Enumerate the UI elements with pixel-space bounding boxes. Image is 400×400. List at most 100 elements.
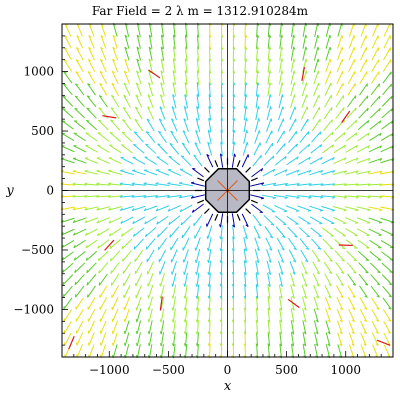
field-arrowhead bbox=[155, 208, 159, 212]
field-arrowhead bbox=[269, 236, 274, 239]
field-arrow bbox=[111, 70, 119, 85]
field-arrowhead bbox=[195, 130, 199, 133]
field-arrow bbox=[264, 226, 274, 239]
field-arrowhead bbox=[119, 207, 123, 211]
field-arrow bbox=[184, 34, 188, 49]
field-arrowhead bbox=[119, 195, 123, 198]
field-arrow bbox=[371, 320, 379, 334]
field-arrow bbox=[279, 320, 283, 335]
field-arrowhead bbox=[100, 58, 104, 62]
field-arrowhead bbox=[159, 106, 163, 109]
field-arrow bbox=[244, 308, 247, 323]
field-arrowhead bbox=[170, 130, 174, 133]
field-arrow bbox=[84, 206, 99, 211]
field-arrowhead bbox=[86, 119, 90, 122]
field-arrow bbox=[358, 273, 369, 286]
field-arrow bbox=[111, 285, 119, 298]
field-arrow bbox=[87, 285, 96, 298]
field-arrowhead bbox=[351, 343, 355, 347]
field-arrowhead bbox=[107, 194, 111, 198]
field-arrow bbox=[274, 169, 288, 177]
field-arrow bbox=[380, 217, 394, 223]
field-arrow bbox=[347, 71, 356, 84]
field-arrow bbox=[267, 46, 271, 61]
field-arrowhead bbox=[269, 46, 272, 50]
field-arrow bbox=[297, 205, 312, 212]
field-arrow bbox=[368, 206, 383, 211]
field-arrowhead bbox=[195, 307, 198, 311]
field-arrow bbox=[98, 119, 109, 131]
field-arrow bbox=[334, 239, 346, 249]
field-arrowhead bbox=[244, 248, 248, 252]
field-arrow bbox=[109, 144, 122, 154]
field-arrow bbox=[195, 130, 201, 144]
field-arrowhead bbox=[136, 58, 140, 62]
field-arrowhead bbox=[327, 331, 331, 335]
field-arrowhead bbox=[233, 94, 236, 98]
field-arrow bbox=[267, 320, 271, 335]
field-arrowhead bbox=[343, 196, 347, 199]
field-arrowhead bbox=[134, 118, 138, 122]
field-arrowhead bbox=[133, 143, 137, 146]
field-arrowhead bbox=[72, 194, 76, 198]
field-arrow bbox=[120, 183, 135, 186]
field-arrowhead bbox=[171, 283, 174, 287]
y-tick-label: 1000 bbox=[23, 65, 54, 79]
field-arrow bbox=[273, 194, 288, 198]
field-arrow bbox=[357, 132, 370, 142]
field-arrow bbox=[88, 23, 95, 37]
field-arrowhead bbox=[135, 331, 138, 335]
field-arrow bbox=[244, 320, 247, 335]
field-arrow bbox=[267, 332, 271, 347]
field-arrow bbox=[145, 227, 157, 238]
field-arrowhead bbox=[269, 58, 272, 62]
field-arrow bbox=[232, 129, 235, 144]
field-arrow bbox=[123, 285, 131, 299]
field-arrowhead bbox=[183, 283, 186, 287]
field-arrowhead bbox=[195, 319, 198, 323]
field-arrow bbox=[360, 35, 367, 49]
field-arrow bbox=[266, 118, 272, 132]
field-arrowhead bbox=[379, 209, 383, 212]
field-arrowhead bbox=[172, 70, 176, 74]
field-arrow bbox=[133, 131, 144, 143]
field-arrowhead bbox=[207, 295, 210, 299]
field-arrow bbox=[88, 332, 95, 346]
field-arrow bbox=[100, 344, 107, 358]
field-arrow bbox=[123, 94, 131, 108]
field-arrowhead bbox=[257, 236, 261, 239]
field-arrow bbox=[84, 217, 99, 224]
field-arrow bbox=[275, 143, 286, 155]
field-arrow bbox=[75, 71, 85, 84]
x-tick-label: −1000 bbox=[89, 363, 130, 377]
field-arrow bbox=[370, 285, 380, 298]
field-arrow bbox=[99, 297, 108, 310]
field-arrow bbox=[196, 296, 200, 311]
field-arrow bbox=[96, 195, 111, 198]
field-arrowhead bbox=[96, 232, 100, 236]
field-arrowhead bbox=[269, 248, 273, 251]
field-arrow bbox=[324, 70, 332, 85]
field-arrowhead bbox=[267, 295, 271, 299]
field-arrow bbox=[85, 228, 98, 236]
field-arrow bbox=[96, 183, 111, 186]
field-arrow bbox=[381, 108, 393, 119]
field-arrowhead bbox=[97, 257, 100, 261]
field-arrow bbox=[160, 82, 165, 97]
field-arrow bbox=[184, 332, 188, 347]
field-arrow bbox=[256, 332, 258, 347]
field-arrowhead bbox=[178, 195, 182, 199]
field-arrow bbox=[244, 58, 247, 73]
field-arrowhead bbox=[376, 307, 380, 310]
field-arrow bbox=[299, 238, 310, 250]
field-arrow bbox=[155, 195, 170, 198]
field-arrowhead bbox=[148, 46, 152, 50]
field-arrowhead bbox=[171, 343, 174, 347]
field-arrow bbox=[288, 238, 297, 251]
field-arrow bbox=[325, 332, 331, 347]
field-arrow bbox=[147, 261, 155, 275]
field-arrow bbox=[313, 70, 319, 85]
field-arrow bbox=[273, 183, 288, 187]
field-arrow bbox=[191, 194, 205, 199]
field-arrow bbox=[195, 237, 201, 251]
